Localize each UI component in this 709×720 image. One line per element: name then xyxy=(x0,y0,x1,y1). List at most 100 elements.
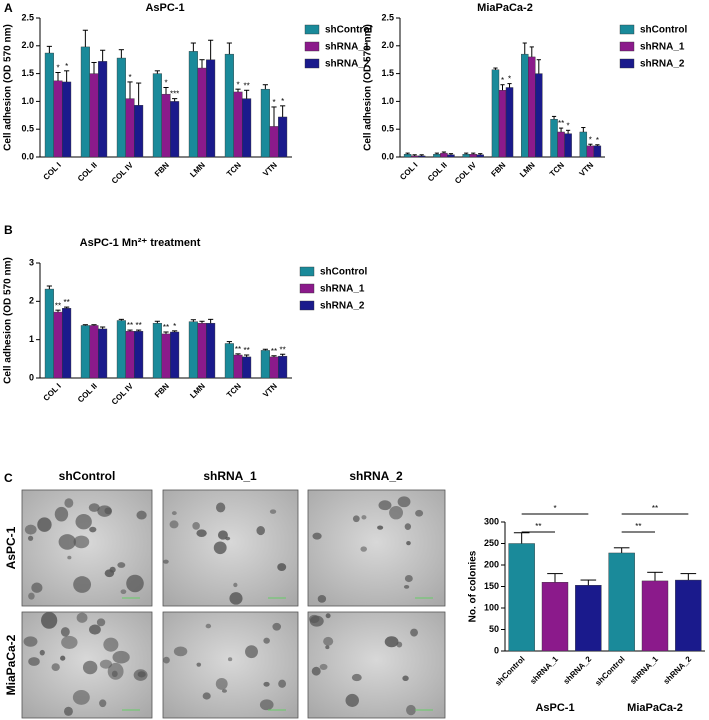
colony xyxy=(256,525,265,536)
colony xyxy=(97,505,112,517)
x-tick-label: shRNA_1 xyxy=(528,654,560,686)
y-tick-label: 1.0 xyxy=(381,96,394,106)
y-axis-label: Cell adhesion (OD 570 nm) xyxy=(3,24,14,151)
y-tick-label: 2.5 xyxy=(21,12,34,22)
colony xyxy=(215,502,226,513)
colony xyxy=(323,636,334,646)
bar xyxy=(44,288,54,379)
colony xyxy=(406,541,411,546)
colony xyxy=(259,699,274,711)
significance: ** xyxy=(136,321,142,330)
significance: *** xyxy=(170,90,179,99)
colony xyxy=(163,656,170,664)
colony xyxy=(103,637,119,652)
colony xyxy=(99,659,113,669)
significance: * xyxy=(128,73,131,82)
colony xyxy=(352,515,360,523)
y-tick-label: 200 xyxy=(484,559,499,569)
colony xyxy=(415,509,424,517)
x-tick-label: COL IV xyxy=(110,160,136,186)
colony xyxy=(72,689,90,705)
x-tick-label: FBN xyxy=(489,160,507,178)
bar xyxy=(675,579,702,652)
x-tick-label: VTN xyxy=(578,160,596,178)
x-tick-label: TCN xyxy=(225,160,243,178)
colony xyxy=(233,582,238,588)
bar xyxy=(62,81,72,158)
bar xyxy=(188,51,198,158)
colony xyxy=(112,650,130,664)
x-tick-label: shRNA_2 xyxy=(562,654,594,686)
colony xyxy=(107,662,124,680)
colony xyxy=(245,645,258,659)
bar xyxy=(242,356,252,379)
y-axis-label: Cell adhesion (OD 570 nm) xyxy=(363,24,374,151)
bar xyxy=(44,52,54,158)
significance: ** xyxy=(127,321,133,330)
bar xyxy=(206,322,216,379)
colony xyxy=(269,509,277,514)
colony xyxy=(361,515,367,520)
colony xyxy=(397,496,411,508)
legend-label: shRNA_2 xyxy=(325,59,370,70)
y-tick-label: 2 xyxy=(29,296,34,306)
bar xyxy=(491,69,500,158)
significance: * xyxy=(65,62,68,71)
significance: * xyxy=(596,136,599,145)
bar xyxy=(521,53,529,158)
bar xyxy=(53,311,63,379)
x-tick-label: shRNA_1 xyxy=(628,654,660,686)
significance: ** xyxy=(558,119,564,128)
colony xyxy=(404,574,413,583)
legend-label: shRNA_2 xyxy=(640,59,685,70)
colony xyxy=(41,611,58,629)
significance: ** xyxy=(64,298,70,307)
colony xyxy=(311,666,321,676)
x-tick-label: FBN xyxy=(153,381,171,399)
y-tick-label: 1.5 xyxy=(21,68,34,78)
bar xyxy=(134,331,144,379)
colony xyxy=(136,510,147,520)
legend-label: shRNA_2 xyxy=(320,301,365,312)
bar xyxy=(170,331,180,379)
y-tick-label: 0.0 xyxy=(381,151,394,161)
bar xyxy=(433,154,441,158)
colony xyxy=(61,635,78,649)
panel-label: C xyxy=(4,471,13,485)
y-axis-label: No. of colonies xyxy=(468,550,479,622)
bar xyxy=(535,73,543,158)
panel-label: B xyxy=(4,223,13,237)
bar xyxy=(447,154,455,158)
legend-label: shRNA_1 xyxy=(320,284,365,295)
bar xyxy=(89,325,99,379)
significance: ** xyxy=(55,301,61,310)
colony xyxy=(75,513,92,530)
y-tick-label: 0.0 xyxy=(21,151,34,161)
bar xyxy=(116,57,126,158)
bar xyxy=(134,105,144,158)
bar xyxy=(161,93,171,158)
legend-swatch xyxy=(619,41,635,52)
y-tick-label: 1.5 xyxy=(381,68,394,78)
colony xyxy=(54,506,69,522)
colony xyxy=(396,641,403,648)
colony xyxy=(410,628,418,637)
colony xyxy=(196,662,202,667)
bar xyxy=(608,552,635,652)
legend-swatch xyxy=(299,266,315,277)
colony xyxy=(58,534,76,550)
bar xyxy=(462,154,470,158)
colony xyxy=(60,655,66,661)
colony xyxy=(277,563,287,572)
colony xyxy=(215,677,228,690)
x-tick-label: shControl xyxy=(493,655,526,688)
colony xyxy=(317,594,327,603)
colony xyxy=(171,511,177,516)
significance: ** xyxy=(635,522,641,531)
bar xyxy=(528,56,536,158)
colony xyxy=(73,576,92,593)
colony xyxy=(163,559,169,564)
micrograph xyxy=(307,611,446,719)
bar xyxy=(125,331,135,379)
colony xyxy=(96,618,106,627)
